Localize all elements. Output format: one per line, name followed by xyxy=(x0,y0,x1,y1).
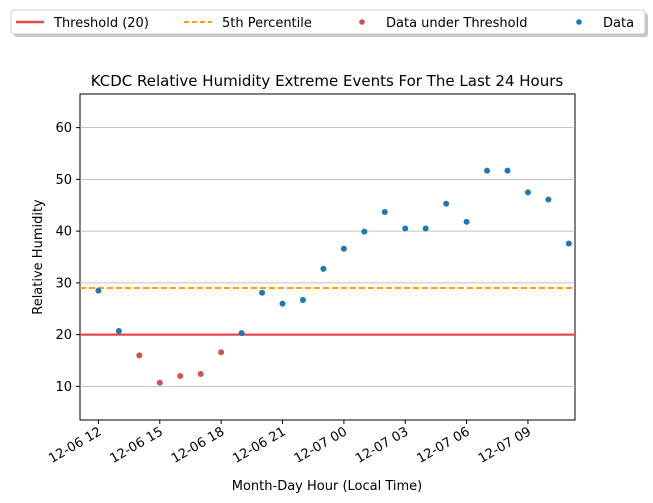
x-axis-label: Month-Day Hour (Local Time) xyxy=(232,479,422,494)
reference-lines xyxy=(80,287,575,336)
data-point xyxy=(115,327,122,334)
x-tick-label: 12-06 12 xyxy=(46,424,104,466)
data-point xyxy=(463,218,470,225)
legend-data-label: Data xyxy=(603,16,634,31)
data-point xyxy=(381,208,388,215)
x-tick-label: 12-06 18 xyxy=(169,424,227,466)
x-tick-label: 12-06 15 xyxy=(108,424,166,466)
x-axis-ticks: 12-06 12 12-06 15 12-06 18 12-06 21 12-07 00… xyxy=(46,420,534,467)
legend: Threshold (20) 5th Percentile Data under… xyxy=(10,9,648,37)
data-points xyxy=(95,167,572,386)
y-tick-label: 40 xyxy=(55,225,72,240)
legend-percentile-label: 5th Percentile xyxy=(222,16,312,31)
x-tick-label: 12-07 06 xyxy=(414,424,472,466)
x-tick-label: 12-07 00 xyxy=(292,424,350,466)
data-point xyxy=(402,225,409,232)
data-point xyxy=(504,167,511,174)
data-point xyxy=(484,167,491,174)
data-point xyxy=(422,225,429,232)
grid-lines xyxy=(80,127,575,387)
y-axis-ticks: 10 20 30 40 50 60 xyxy=(55,121,80,395)
x-tick-label: 12-07 03 xyxy=(353,424,411,466)
legend-under-threshold-marker xyxy=(359,19,365,25)
data-point xyxy=(361,228,368,235)
chart-title: KCDC Relative Humidity Extreme Events Fo… xyxy=(91,72,564,90)
legend-under-threshold-label: Data under Threshold xyxy=(386,16,527,31)
x-tick-label: 12-07 09 xyxy=(476,424,534,466)
y-tick-label: 60 xyxy=(55,121,72,136)
data-point xyxy=(95,287,102,294)
data-point xyxy=(340,245,347,252)
under-threshold-point xyxy=(218,349,225,356)
data-point xyxy=(320,265,327,272)
legend-threshold-label: Threshold (20) xyxy=(53,16,149,31)
data-point xyxy=(565,240,572,247)
plot-area xyxy=(79,93,576,421)
data-point xyxy=(524,189,531,196)
data-point xyxy=(279,300,286,307)
data-point xyxy=(545,196,552,203)
legend-data-marker xyxy=(576,19,582,25)
x-tick-label: 12-06 21 xyxy=(230,424,288,466)
under-threshold-point xyxy=(136,352,143,359)
under-threshold-point xyxy=(197,370,204,377)
data-point xyxy=(443,200,450,207)
y-axis-label: Relative Humidity xyxy=(31,199,46,315)
data-point xyxy=(299,296,306,303)
y-tick-label: 10 xyxy=(55,380,72,395)
data-point xyxy=(238,330,245,337)
y-tick-label: 50 xyxy=(55,173,72,188)
under-threshold-point xyxy=(156,379,163,386)
data-point xyxy=(259,289,266,296)
y-tick-label: 20 xyxy=(55,328,72,343)
y-tick-label: 30 xyxy=(55,276,72,291)
under-threshold-point xyxy=(177,373,184,380)
